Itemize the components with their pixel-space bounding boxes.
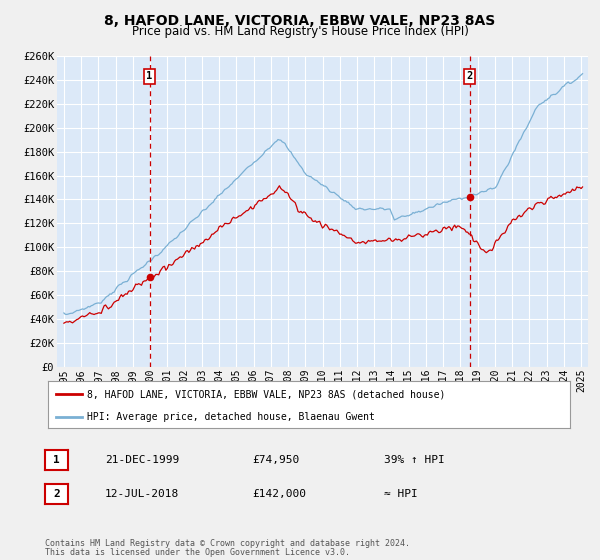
Text: Contains HM Land Registry data © Crown copyright and database right 2024.: Contains HM Land Registry data © Crown c…	[45, 539, 410, 548]
Text: This data is licensed under the Open Government Licence v3.0.: This data is licensed under the Open Gov…	[45, 548, 350, 557]
Text: £142,000: £142,000	[252, 489, 306, 499]
Text: 8, HAFOD LANE, VICTORIA, EBBW VALE, NP23 8AS: 8, HAFOD LANE, VICTORIA, EBBW VALE, NP23…	[104, 14, 496, 28]
Text: 1: 1	[53, 455, 60, 465]
Text: 39% ↑ HPI: 39% ↑ HPI	[384, 455, 445, 465]
Text: 2: 2	[466, 71, 473, 81]
Text: ≈ HPI: ≈ HPI	[384, 489, 418, 499]
Text: 8, HAFOD LANE, VICTORIA, EBBW VALE, NP23 8AS (detached house): 8, HAFOD LANE, VICTORIA, EBBW VALE, NP23…	[87, 389, 446, 399]
Text: 12-JUL-2018: 12-JUL-2018	[105, 489, 179, 499]
Text: HPI: Average price, detached house, Blaenau Gwent: HPI: Average price, detached house, Blae…	[87, 412, 375, 422]
Text: 1: 1	[146, 71, 153, 81]
Text: 2: 2	[53, 489, 60, 499]
Text: Price paid vs. HM Land Registry's House Price Index (HPI): Price paid vs. HM Land Registry's House …	[131, 25, 469, 38]
Text: £74,950: £74,950	[252, 455, 299, 465]
Text: 21-DEC-1999: 21-DEC-1999	[105, 455, 179, 465]
